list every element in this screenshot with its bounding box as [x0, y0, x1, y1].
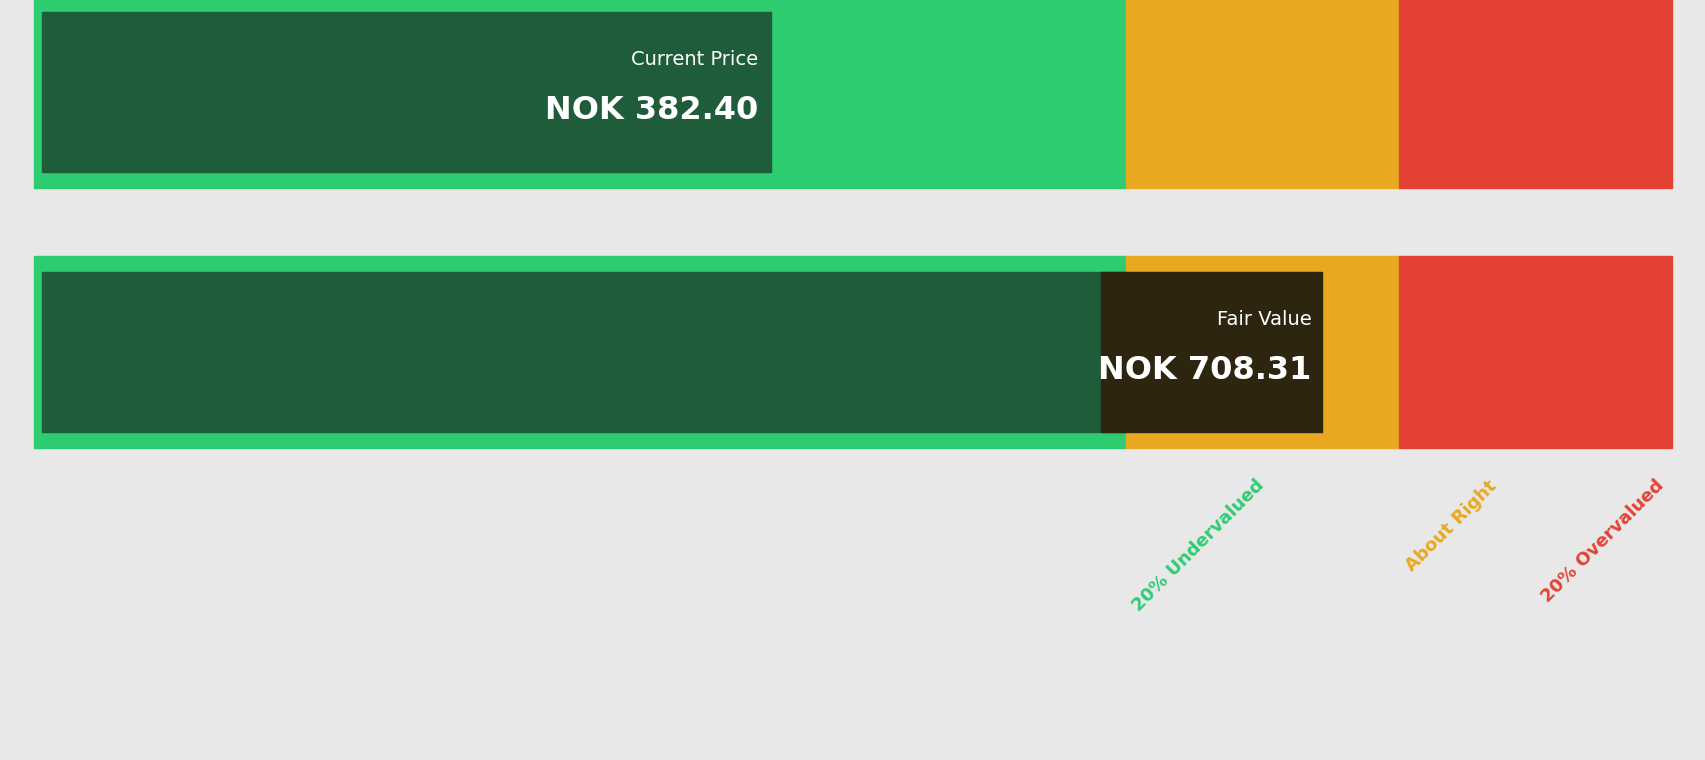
Bar [1398, 0, 1671, 188]
Text: NOK 382.40: NOK 382.40 [544, 94, 757, 125]
Bar [43, 272, 1125, 432]
Bar [34, 0, 1125, 188]
Bar [1398, 256, 1671, 448]
Text: 20% Overvalued: 20% Overvalued [1538, 477, 1667, 606]
Bar [1101, 272, 1321, 432]
Text: 20% Undervalued: 20% Undervalued [1129, 477, 1267, 615]
Bar [34, 256, 1125, 448]
Bar [1125, 0, 1398, 188]
Text: About Right: About Right [1402, 477, 1499, 575]
Bar [43, 12, 771, 172]
Text: Current Price: Current Price [631, 50, 757, 69]
Text: Fair Value: Fair Value [1216, 310, 1311, 329]
Bar [1125, 256, 1398, 448]
Text: NOK 708.31: NOK 708.31 [1098, 354, 1311, 385]
